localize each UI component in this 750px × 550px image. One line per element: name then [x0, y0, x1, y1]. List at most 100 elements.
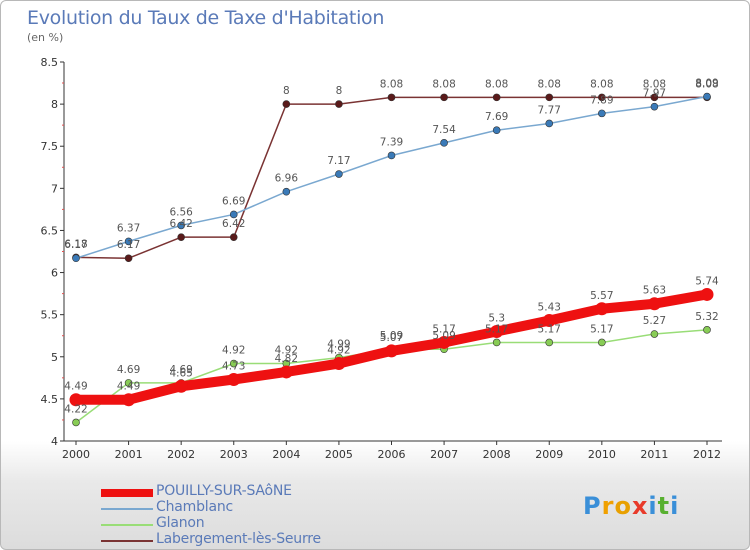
data-label: 7.97	[643, 88, 666, 100]
logo-letter: t	[657, 492, 671, 520]
data-label: 5.07	[380, 332, 403, 344]
data-point	[229, 233, 238, 241]
legend-label-pouilly: POUILLY-SUR-SAôNE	[156, 483, 292, 499]
data-point	[124, 254, 133, 263]
data-label: 4.49	[64, 381, 87, 393]
legend-swatch-pouilly	[101, 489, 153, 497]
data-label: 5.17	[432, 323, 455, 335]
data-point	[492, 93, 501, 102]
data-label: 5.17	[538, 323, 561, 335]
logo-letter: i	[670, 492, 680, 520]
data-label: 5.17	[485, 323, 508, 335]
data-point	[282, 187, 291, 196]
logo-letter: i	[648, 492, 658, 520]
x-tick-label: 2005	[325, 448, 353, 461]
y-tick-label: 5	[51, 351, 58, 364]
y-tick-label: 7	[51, 182, 58, 195]
x-tick-label: 2000	[62, 448, 90, 461]
data-label: 8.08	[485, 78, 508, 90]
proxiti-logo: Proxiti	[583, 492, 679, 520]
data-label: 7.69	[485, 111, 508, 123]
data-label: 5.09	[432, 330, 455, 342]
legend-swatch-chamblanc	[101, 508, 153, 510]
y-tick-label: 6	[51, 267, 58, 280]
data-label: 7.17	[327, 155, 350, 167]
data-label: 6.37	[117, 222, 140, 234]
data-label: 4.49	[117, 381, 140, 393]
data-point	[177, 221, 185, 230]
legend-swatch-labergement	[101, 540, 153, 542]
data-label: 8.08	[380, 78, 403, 90]
data-label: 4.65	[169, 367, 192, 379]
y-tick-label: 4.5	[41, 393, 59, 406]
data-label: 6.17	[64, 239, 87, 251]
data-point	[437, 335, 451, 349]
data-point	[440, 139, 448, 147]
data-label: 6.42	[169, 218, 192, 230]
data-point	[598, 338, 606, 347]
y-tick-label: 6.5	[41, 224, 59, 237]
data-point	[492, 338, 501, 347]
data-label: 4.99	[327, 339, 350, 351]
series-line	[75, 96, 707, 259]
data-label: 8.08	[695, 78, 718, 90]
data-point	[124, 237, 133, 246]
data-label: 8	[336, 85, 343, 97]
data-label: 7.39	[380, 136, 403, 148]
data-point	[124, 379, 133, 387]
data-point	[387, 151, 396, 160]
logo-letter: r	[601, 492, 615, 520]
data-point	[229, 359, 238, 368]
chart-subtitle: (en %)	[27, 31, 64, 44]
data-point	[335, 100, 343, 108]
series-line	[75, 95, 708, 259]
x-tick-label: 2003	[220, 448, 248, 461]
chart-title: Evolution du Taux de Taxe d'Habitation	[27, 7, 385, 29]
data-label: 6.18	[64, 238, 87, 250]
data-label: 4.69	[117, 364, 140, 376]
data-point	[282, 100, 291, 108]
x-tick-label: 2012	[693, 448, 721, 461]
data-point	[69, 393, 83, 407]
data-label: 5.09	[380, 330, 403, 342]
data-label: 6.42	[222, 218, 245, 230]
data-point	[542, 314, 556, 328]
x-tick-label: 2009	[535, 448, 563, 461]
data-point	[650, 330, 659, 338]
data-point	[385, 344, 398, 358]
data-point	[703, 92, 711, 101]
data-point	[650, 93, 659, 102]
data-label: 5.43	[538, 302, 561, 314]
data-label: 5.32	[695, 311, 718, 323]
y-tick-label: 8	[51, 98, 58, 111]
data-label: 8.08	[590, 78, 613, 90]
y-tick-label: 7.5	[41, 140, 59, 153]
data-point	[174, 379, 188, 393]
data-point	[703, 326, 711, 334]
y-tick-label: 4	[51, 435, 58, 448]
data-label: 4.92	[327, 345, 350, 357]
data-point	[72, 418, 80, 427]
legend-swatch-glanon	[101, 524, 153, 526]
x-tick-label: 2002	[167, 448, 195, 461]
data-point	[647, 297, 661, 311]
data-point	[229, 210, 238, 219]
data-point	[598, 109, 606, 118]
x-tick-label: 2001	[115, 448, 143, 461]
data-point	[72, 254, 80, 263]
data-label: 4.92	[222, 345, 245, 357]
data-label: 4.92	[275, 345, 298, 357]
data-point	[545, 338, 554, 347]
data-label: 7.89	[590, 94, 613, 106]
data-label: 4.69	[169, 364, 192, 376]
data-point	[279, 365, 293, 379]
logo-letter: x	[631, 492, 649, 520]
data-label: 6.96	[275, 173, 299, 185]
data-label: 6.17	[117, 239, 140, 251]
x-tick-label: 2010	[588, 448, 616, 461]
data-point	[227, 373, 241, 387]
data-point	[122, 393, 136, 407]
x-tick-label: 2007	[430, 448, 458, 461]
